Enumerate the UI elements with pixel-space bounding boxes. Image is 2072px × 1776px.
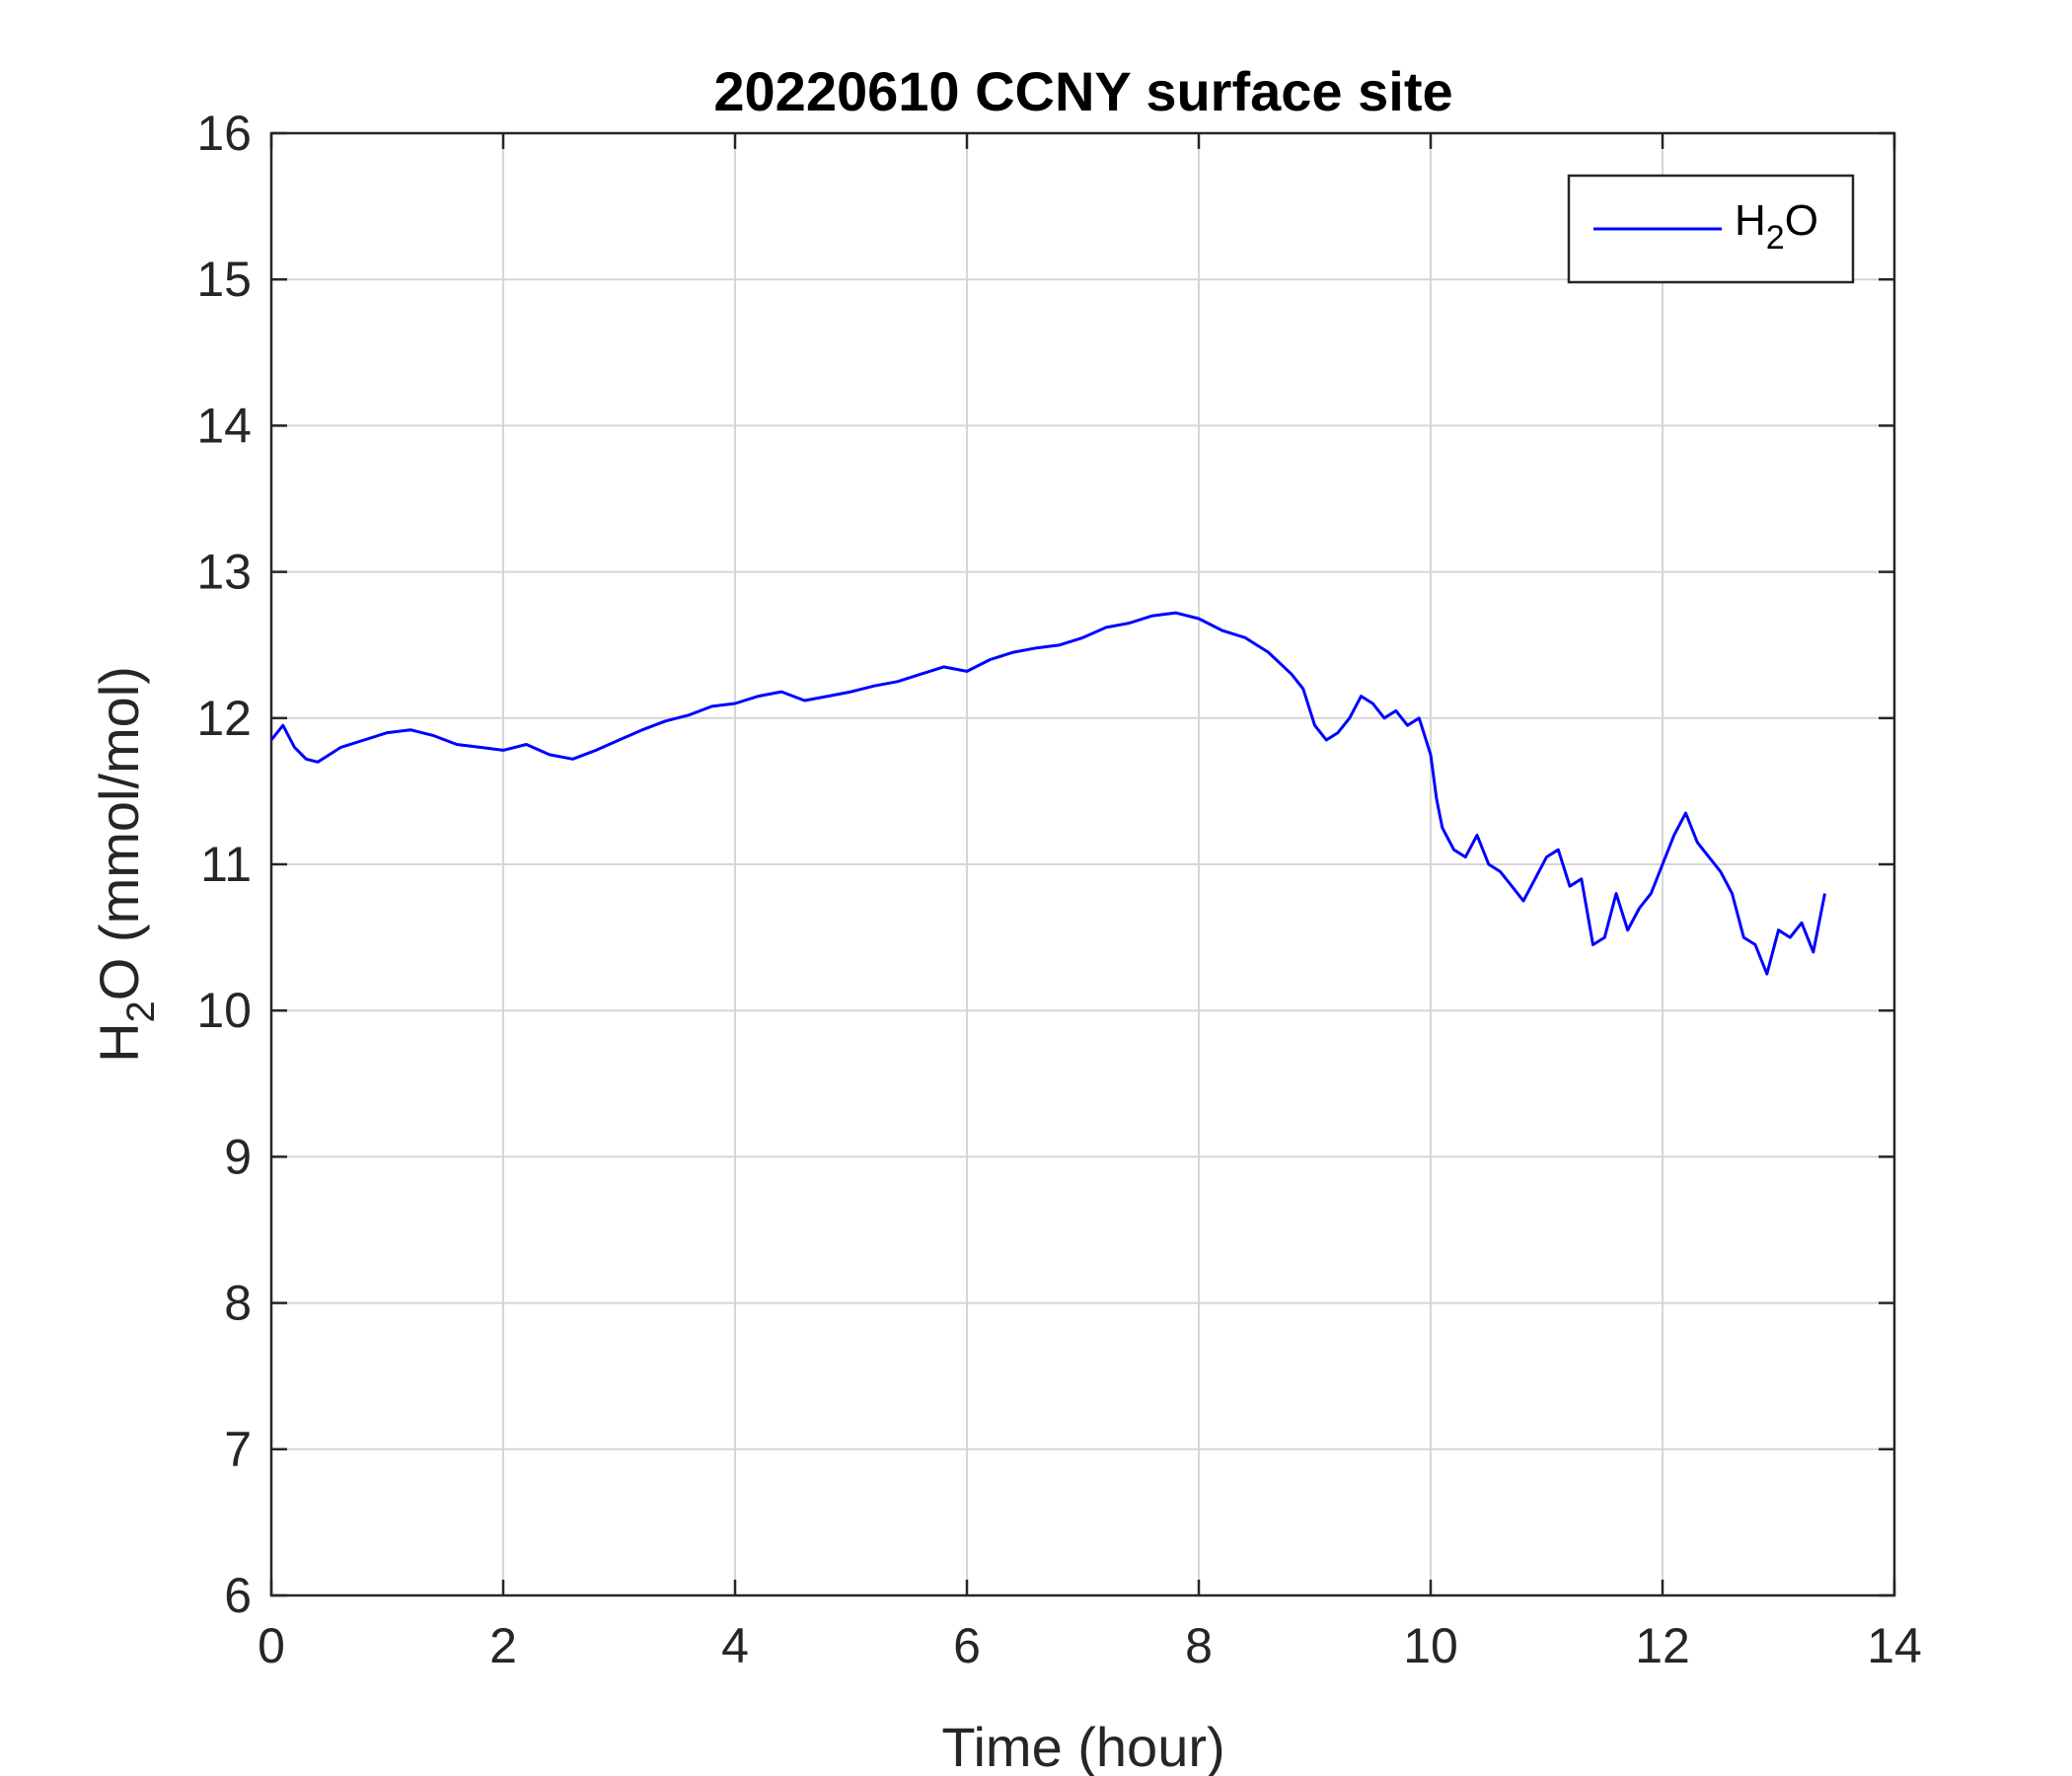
y-tick-label: 14: [196, 398, 252, 453]
legend: H2O: [1567, 174, 1855, 284]
x-tick-label: 6: [953, 1618, 981, 1673]
y-axis-label-rest: O (mmol/mol): [88, 666, 150, 1000]
chart-title: 20220610 CCNY surface site: [713, 60, 1452, 122]
x-tick-label: 0: [258, 1618, 285, 1673]
x-tick-label: 8: [1185, 1618, 1213, 1673]
y-tick-label: 12: [196, 691, 252, 746]
x-tick-label: 10: [1403, 1618, 1458, 1673]
x-tick-label: 12: [1635, 1618, 1690, 1673]
x-tick-label: 14: [1867, 1618, 1922, 1673]
legend-label-subscript: 2: [1766, 219, 1785, 257]
y-tick-label: 8: [224, 1276, 252, 1331]
grid-lines: [271, 133, 1894, 1595]
legend-label-rest: O: [1785, 196, 1818, 245]
legend-label-h2o: H2O: [1735, 196, 1818, 257]
y-axis-label-subscript: 2: [119, 1000, 163, 1022]
y-tick-label: 16: [196, 106, 252, 161]
legend-label-main: H: [1735, 196, 1766, 245]
y-axis-label-main: H: [88, 1022, 150, 1062]
y-tick-label: 15: [196, 252, 252, 307]
y-tick-label: 11: [200, 837, 252, 892]
x-axis-label: Time (hour): [941, 1716, 1224, 1776]
y-axis-label: H2O (mmol/mol): [88, 666, 163, 1063]
series-line-h2o: [269, 611, 1826, 976]
y-tick-label: 9: [224, 1129, 252, 1184]
x-tick-label: 2: [489, 1618, 517, 1673]
y-tick-label: 7: [224, 1422, 252, 1477]
y-tick-label: 13: [196, 545, 252, 600]
y-tick-label: 10: [196, 983, 252, 1038]
x-tick-label: 4: [721, 1618, 749, 1673]
y-tick-labels: 6 7 8 9 10 11 12 13 14 15 16: [196, 106, 252, 1623]
x-tick-labels: 0 2 4 6 8 10 12 14: [258, 1618, 1922, 1673]
axis-ticks: [269, 131, 1896, 1597]
y-tick-label: 6: [224, 1568, 252, 1623]
